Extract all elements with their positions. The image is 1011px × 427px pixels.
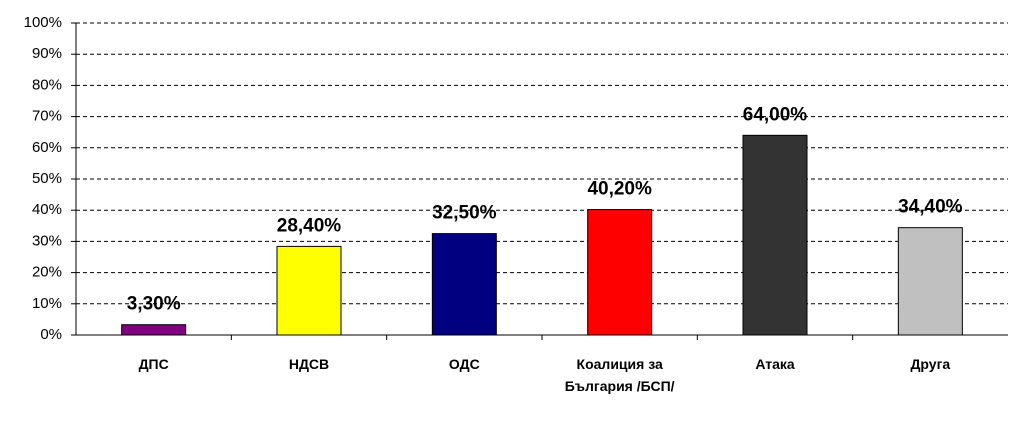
bar — [431, 233, 497, 336]
value-label: 3,30% — [127, 294, 181, 315]
x-tick-label: Друга — [910, 356, 951, 372]
x-tick-label: ОДС — [448, 356, 480, 372]
bar — [121, 324, 187, 336]
x-tick-label: НДСВ — [288, 356, 330, 372]
y-tick-label: 50% — [32, 170, 62, 187]
bar — [897, 227, 963, 336]
y-tick-label: 90% — [32, 45, 62, 62]
bar — [587, 209, 653, 336]
y-tick-label: 10% — [32, 295, 62, 312]
value-label: 32,50% — [432, 203, 497, 224]
y-tick-label: 60% — [32, 139, 62, 156]
value-label: 40,20% — [587, 179, 652, 200]
y-tick-label: 30% — [32, 232, 62, 249]
x-tick-label: ДПС — [138, 356, 169, 372]
bar — [276, 245, 342, 336]
x-tick-label: Коалиция за България /БСП/ — [564, 356, 675, 394]
bar — [742, 134, 808, 336]
x-tick-label: Атака — [755, 356, 795, 372]
value-label: 34,40% — [898, 197, 963, 218]
y-tick-label: 20% — [32, 264, 62, 281]
y-tick-label: 0% — [40, 326, 62, 343]
y-tick-label: 80% — [32, 76, 62, 93]
y-tick-label: 100% — [24, 14, 62, 31]
y-tick-label: 70% — [32, 108, 62, 125]
value-label: 28,40% — [277, 215, 342, 236]
value-label: 64,00% — [743, 104, 808, 125]
y-tick-label: 40% — [32, 201, 62, 218]
